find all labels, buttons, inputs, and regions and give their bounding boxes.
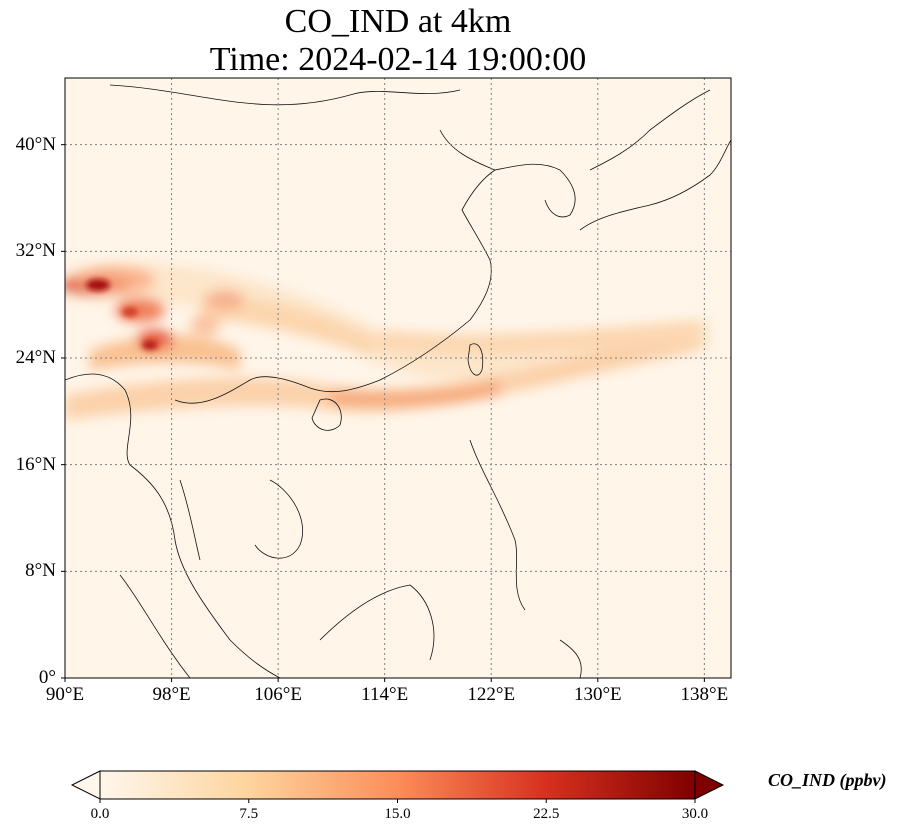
x-tick-label: 98°E	[152, 684, 191, 705]
x-tick-label: 138°E	[680, 684, 729, 705]
colorbar-tick-label: 22.5	[533, 806, 560, 822]
gridlines	[65, 78, 731, 678]
map-area	[65, 78, 731, 678]
colorbar-tick-label: 0.0	[90, 806, 110, 822]
colorbar-tick-label: 7.5	[239, 806, 259, 822]
x-tick-label: 130°E	[573, 684, 622, 705]
colorbar-tick-label: 15.0	[384, 806, 411, 822]
x-tick-label: 90°E	[45, 684, 85, 705]
colorbar-tick-label: 30.0	[681, 806, 709, 822]
y-tick-label: 8°N	[25, 560, 56, 582]
colorbar-gradient	[99, 770, 696, 800]
colorbar	[70, 770, 725, 803]
axis-tick-marks	[61, 144, 705, 682]
concentration-field	[65, 262, 710, 420]
colorbar-extend-min	[70, 770, 101, 800]
x-tick-label: 122°E	[467, 684, 516, 705]
map-frame	[64, 77, 732, 679]
y-tick-label: 40°N	[15, 133, 56, 155]
y-tick-label: 0°	[38, 667, 56, 688]
coastlines	[65, 84, 731, 678]
y-tick-label: 32°N	[15, 240, 56, 262]
x-tick-label: 106°E	[254, 684, 302, 705]
colorbar-extend-max	[694, 770, 725, 800]
map-title-line2: Time: 2024-02-14 19:00:00	[209, 41, 587, 78]
y-tick-label: 24°N	[15, 347, 56, 368]
colorbar-label: CO_IND (ppbv)	[768, 770, 887, 790]
x-tick-label: 114°E	[361, 684, 409, 705]
map-title-line1: CO_IND at 4km	[284, 3, 512, 40]
y-tick-label: 16°N	[15, 453, 56, 475]
